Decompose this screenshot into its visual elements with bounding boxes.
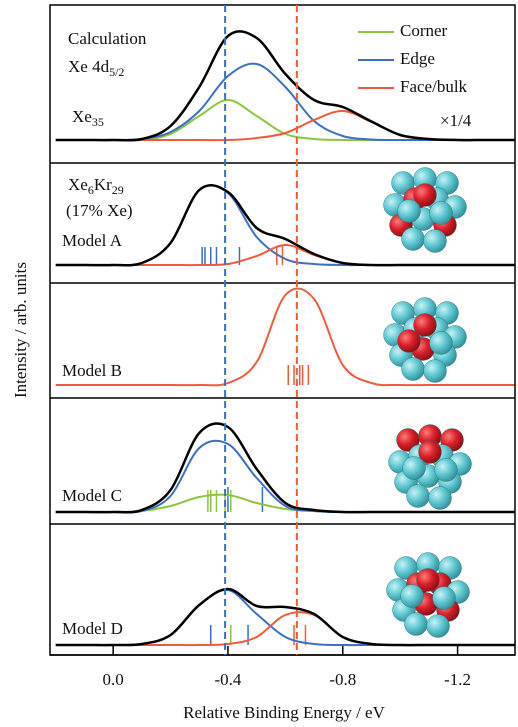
annotation-part: Model C bbox=[62, 486, 122, 505]
annotation: ×1/4 bbox=[440, 111, 472, 130]
annotation-part: Xe bbox=[72, 107, 92, 126]
x-axis-title: Relative Binding Energy / eV bbox=[183, 703, 385, 722]
page: {"chart_data": [ {"type": "line", "ylabe… bbox=[0, 0, 518, 727]
curve bbox=[56, 245, 515, 265]
atom bbox=[398, 330, 421, 353]
annotation: (17% Xe) bbox=[66, 201, 133, 220]
atom bbox=[407, 485, 430, 508]
annotation-part: 35 bbox=[92, 115, 104, 129]
annotation-part: Model A bbox=[62, 231, 123, 250]
atom bbox=[402, 228, 425, 251]
annotation: Model C bbox=[62, 486, 122, 505]
annotation: Calculation bbox=[68, 29, 147, 48]
atom bbox=[401, 585, 424, 608]
atom bbox=[433, 587, 456, 610]
legend-label: Edge bbox=[400, 49, 435, 68]
annotation-part: ×1/4 bbox=[440, 111, 472, 130]
annotation-part: 29 bbox=[112, 183, 124, 197]
atom bbox=[402, 358, 425, 381]
atom bbox=[430, 332, 453, 355]
x-tick-label: -0.8 bbox=[329, 670, 356, 689]
annotation: Xe6Kr29 bbox=[68, 175, 124, 197]
annotation-part: Model D bbox=[62, 619, 123, 638]
y-axis-title: Intensity / arb. units bbox=[11, 262, 30, 398]
annotation-part: Xe bbox=[68, 175, 88, 194]
annotation: Xe 4d5/2 bbox=[68, 57, 124, 79]
annotation: Model D bbox=[62, 619, 123, 638]
atom bbox=[429, 487, 452, 510]
annotation-part: 5/2 bbox=[109, 65, 124, 79]
cluster-illustration bbox=[384, 168, 467, 253]
atom bbox=[403, 457, 426, 480]
cluster-illustration bbox=[387, 553, 470, 638]
legend-label: Face/bulk bbox=[400, 77, 468, 96]
atom bbox=[435, 459, 458, 482]
x-tick-label: 0.0 bbox=[103, 670, 124, 689]
annotation-part: Xe 4d bbox=[68, 57, 110, 76]
atom bbox=[430, 202, 453, 225]
annotation: Model B bbox=[62, 361, 122, 380]
cluster-illustration bbox=[389, 425, 472, 510]
annotation-part: Calculation bbox=[68, 29, 147, 48]
annotation-part: Model B bbox=[62, 361, 122, 380]
atom bbox=[398, 200, 421, 223]
annotation-part: (17% Xe) bbox=[66, 201, 133, 220]
atom bbox=[427, 615, 450, 638]
cluster-illustration bbox=[384, 298, 467, 383]
x-tick-label: -0.4 bbox=[215, 670, 242, 689]
figure: Intensity / arb. units Relative Binding … bbox=[0, 0, 518, 727]
x-tick-label: -1.2 bbox=[444, 670, 471, 689]
annotation: Xe35 bbox=[72, 107, 104, 129]
legend-label: Corner bbox=[400, 21, 448, 40]
atom bbox=[424, 230, 447, 253]
annotation: Model A bbox=[62, 231, 123, 250]
atom bbox=[405, 613, 428, 636]
annotation-part: Kr bbox=[94, 175, 112, 194]
atom bbox=[424, 360, 447, 383]
